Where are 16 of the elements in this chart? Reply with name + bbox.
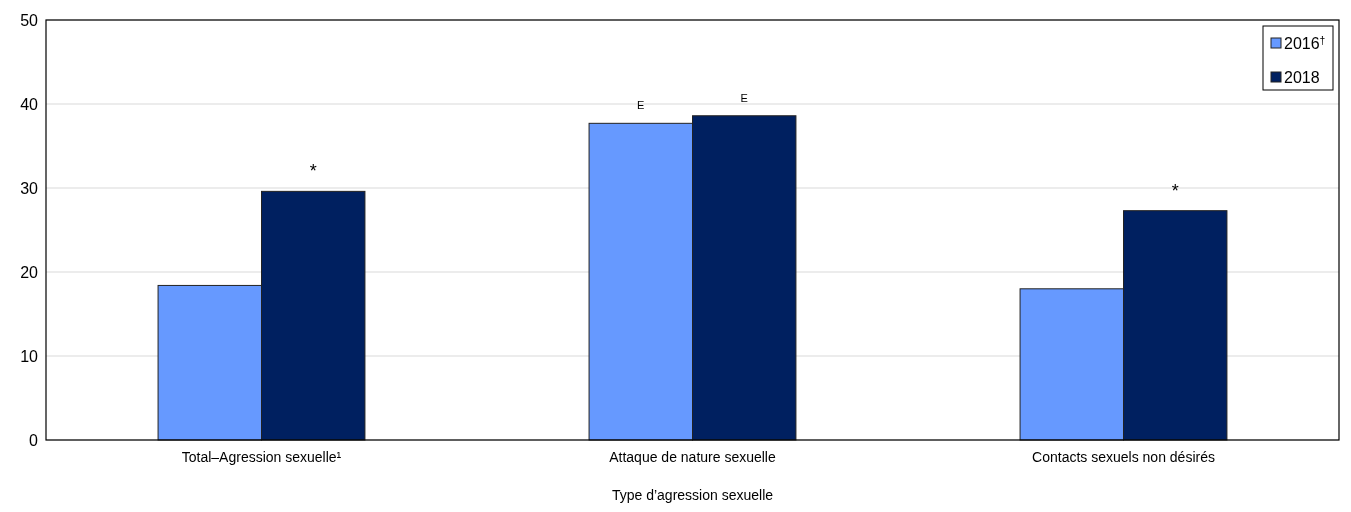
y-tick-label: 50 (20, 11, 39, 29)
x-axis-title: Type d’agression sexuelle (611, 487, 774, 503)
x-tick-label: Total–Agression sexuelle¹ (181, 449, 342, 465)
x-tick-label: Contacts sexuels non désirés (1032, 449, 1215, 465)
x-tick-label: Attaque de nature sexuelle (609, 449, 776, 465)
data-label: E (637, 99, 645, 112)
data-label: E (740, 91, 748, 104)
y-tick-label: 0 (29, 431, 39, 449)
y-tick-label: 20 (20, 263, 39, 281)
data-label: * (309, 161, 317, 182)
legend-label: 2016$^{†}$ (1284, 34, 1326, 52)
y-tick-label: 40 (20, 95, 39, 113)
legend-label: 2018 (1284, 69, 1320, 86)
data-label: * (1171, 180, 1179, 201)
y-tick-label: 10 (20, 347, 39, 365)
y-tick-label: 30 (20, 179, 39, 197)
